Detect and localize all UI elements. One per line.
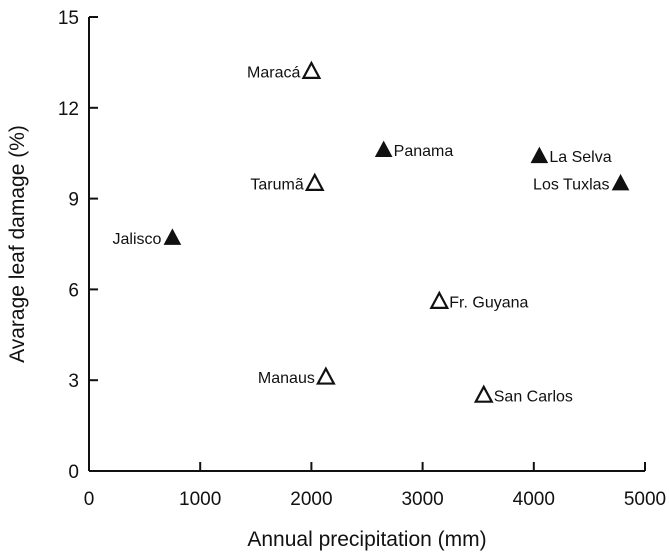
point-label: Tarumã bbox=[250, 176, 303, 193]
y-tick-label: 15 bbox=[58, 8, 79, 29]
filled-triangle-marker bbox=[163, 228, 182, 245]
open-triangle-marker bbox=[473, 384, 494, 403]
x-axis-title: Annual precipitation (mm) bbox=[247, 528, 486, 551]
open-triangle-marker bbox=[304, 172, 325, 191]
plot-area bbox=[88, 17, 645, 472]
x-tick-label: 1000 bbox=[179, 489, 221, 510]
point-label: La Selva bbox=[549, 149, 611, 166]
y-tick-label: 0 bbox=[68, 462, 79, 483]
y-tick-label: 9 bbox=[68, 190, 79, 211]
y-tick-label: 3 bbox=[68, 371, 79, 392]
x-tick-label: 2000 bbox=[290, 489, 332, 510]
x-tick-label: 3000 bbox=[401, 489, 443, 510]
y-tick-label: 6 bbox=[68, 280, 79, 301]
point-label: Manaus bbox=[258, 370, 315, 387]
point-label: San Carlos bbox=[494, 388, 573, 405]
point-label: Fr. Guyana bbox=[449, 295, 528, 312]
point-label: Jalisco bbox=[112, 231, 161, 248]
y-tick-label: 12 bbox=[58, 99, 79, 120]
open-triangle-marker bbox=[301, 60, 322, 79]
filled-triangle-marker bbox=[611, 173, 630, 191]
point-label: Maracá bbox=[247, 64, 300, 81]
x-tick-label: 0 bbox=[84, 489, 95, 510]
x-axis-ticks: 0 1000 2000 3000 4000 5000 bbox=[84, 462, 666, 510]
filled-triangle-marker bbox=[530, 146, 549, 164]
point-label: Los Tuxlas bbox=[533, 176, 609, 193]
x-tick-label: 4000 bbox=[513, 489, 555, 510]
open-triangle-marker bbox=[429, 290, 450, 309]
point-label: Panama bbox=[394, 143, 454, 160]
x-tick-label: 5000 bbox=[624, 489, 666, 510]
data-points: Jalisco Panama La Selva Los Tuxlas Maracá Tar… bbox=[112, 60, 630, 405]
y-axis-ticks: 0 3 6 9 12 15 bbox=[58, 8, 98, 483]
y-axis-title: Avarage leaf damage (%) bbox=[6, 125, 29, 363]
filled-triangle-marker bbox=[374, 140, 393, 158]
open-triangle-marker bbox=[316, 366, 336, 385]
